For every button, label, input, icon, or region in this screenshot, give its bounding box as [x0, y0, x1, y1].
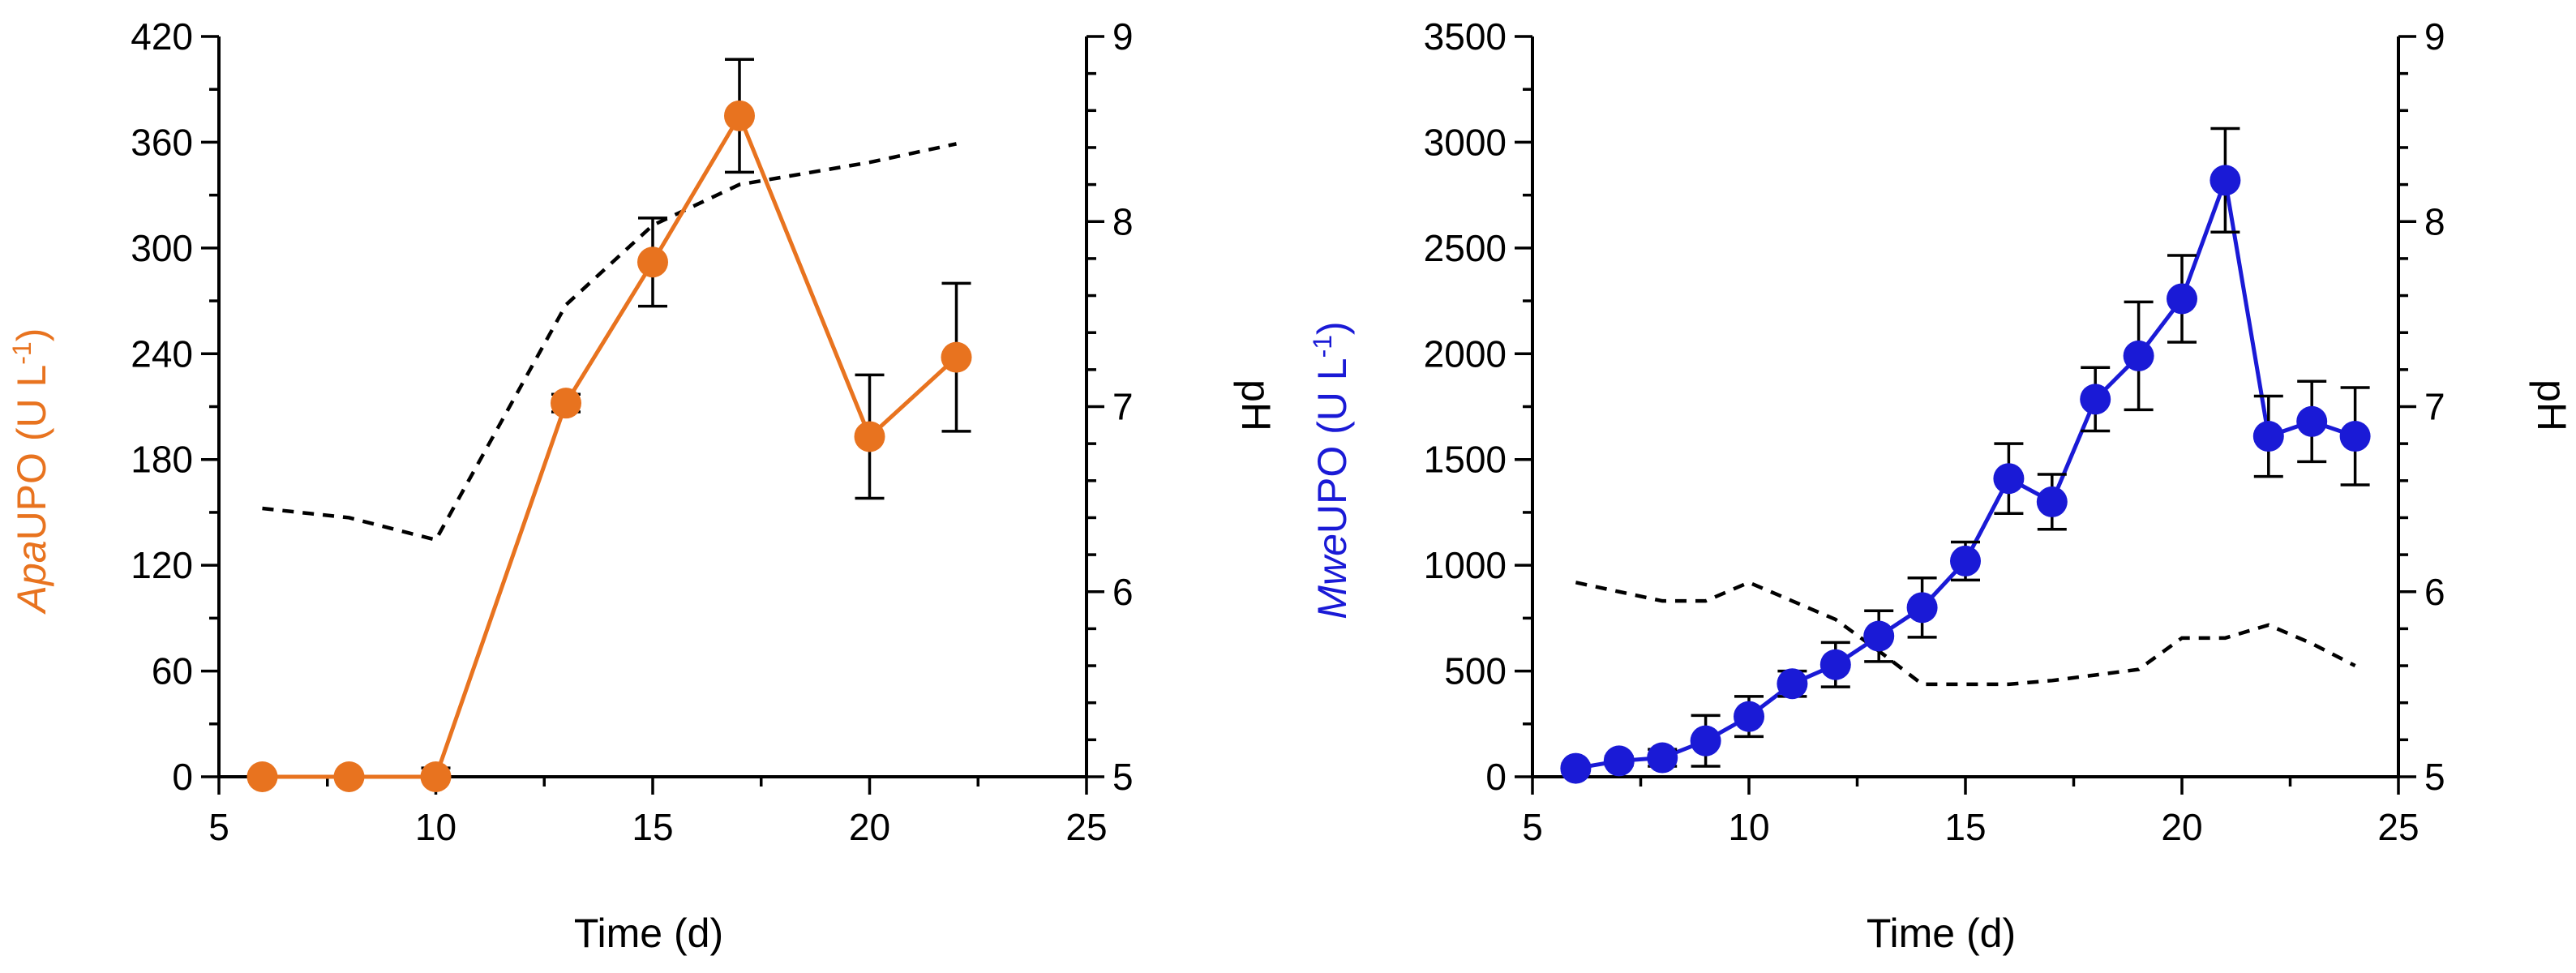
- apa-data-point: [420, 761, 452, 792]
- apa-y-tick-label: 240: [131, 332, 193, 375]
- mwe-y-tick-label: 1000: [1424, 544, 1507, 586]
- mwe-data-point: [1993, 463, 2025, 495]
- apa-ph-line: [262, 142, 957, 542]
- apa-axes: 5 10 15 20 25 0 60 120 180 240 300 360 420 5 6 7 8 9: [131, 15, 1133, 848]
- chart-apa-upo: 5 10 15 20 25 0 60 120 180 240 300 360 420 5 6 7 8 9 Time…: [7, 15, 1279, 956]
- mwe-y-title-main: UPO (U L: [1309, 358, 1355, 534]
- apa-y-tick-label: 300: [131, 227, 193, 269]
- mwe-y-tick-label: 2500: [1424, 227, 1507, 269]
- apa-y2-tick-label: 6: [1112, 571, 1134, 613]
- mwe-y-tick-label: 2000: [1424, 332, 1507, 375]
- apa-y-axis-title: ApaUPO (U L-1): [7, 328, 54, 615]
- apa-y-tick-label: 60: [152, 650, 193, 692]
- mwe-data-point: [2252, 421, 2284, 452]
- chart-mwe-upo: 5 10 15 20 25 0 500 1000 1500 2000 2500 3000 3500 5 6 7…: [1308, 15, 2574, 956]
- apa-y2-tick-label: 9: [1112, 15, 1134, 58]
- mwe-data-point: [1647, 742, 1678, 774]
- mwe-data-point: [2339, 421, 2371, 452]
- mwe-data-point: [1690, 725, 1721, 757]
- mwe-data-point: [1777, 668, 1808, 700]
- mwe-y2-axis-title: pH: [2529, 379, 2574, 431]
- mwe-y-title-close: ): [1309, 321, 1355, 335]
- apa-x-tick-label: 5: [208, 806, 229, 848]
- mwe-y-title-sup: -1: [1308, 335, 1337, 358]
- mwe-data-point: [1863, 620, 1895, 652]
- apa-data-point: [637, 246, 668, 278]
- mwe-data-point: [2036, 486, 2068, 517]
- mwe-data-point: [1819, 649, 1851, 680]
- apa-data-point: [551, 388, 581, 419]
- apa-y2-tick-label: 5: [1112, 756, 1134, 798]
- apa-data-point: [246, 761, 278, 792]
- mwe-x-axis-title: Time (d): [1867, 911, 2016, 956]
- mwe-y-tick-label: 3000: [1424, 121, 1507, 163]
- mwe-y-axis-title: MweUPO (U L-1): [1308, 321, 1355, 619]
- mwe-data-point: [1734, 701, 1764, 732]
- mwe-y2-tick-label: 6: [2424, 571, 2445, 613]
- mwe-data-point: [1560, 752, 1592, 784]
- mwe-x-tick-label: 15: [1944, 806, 1986, 848]
- apa-y2-axis-title: pH: [1233, 379, 1279, 431]
- apa-y-tick-label: 120: [131, 544, 193, 586]
- apa-data-point: [854, 421, 885, 452]
- mwe-y-tick-label: 1500: [1424, 439, 1507, 481]
- apa-y-tick-label: 0: [172, 756, 193, 798]
- mwe-y2-tick-label: 9: [2424, 15, 2445, 58]
- mwe-x-tick-label: 25: [2377, 806, 2419, 848]
- mwe-y2-tick-label: 7: [2424, 386, 2445, 428]
- mwe-y-tick-label: 500: [1444, 650, 1507, 692]
- mwe-data-point: [1906, 592, 1938, 624]
- apa-data-point: [333, 761, 365, 792]
- mwe-y2-tick-label: 8: [2424, 200, 2445, 242]
- mwe-data-point: [1950, 545, 1981, 577]
- mwe-axes: 5 10 15 20 25 0 500 1000 1500 2000 2500 3000 3500 5 6 7…: [1424, 15, 2445, 848]
- apa-x-tick-label: 20: [849, 806, 890, 848]
- apa-y-title-main: UPO (U L: [9, 365, 54, 541]
- mwe-x-tick-label: 5: [1522, 806, 1543, 848]
- mwe-data-point: [2210, 165, 2241, 196]
- apa-x-tick-label: 25: [1065, 806, 1107, 848]
- apa-y-title-sup: -1: [7, 341, 36, 364]
- mwe-data-point: [2080, 384, 2111, 415]
- apa-y-title-close: ): [9, 328, 54, 342]
- mwe-y-tick-label: 0: [1485, 756, 1507, 798]
- apa-x-axis-title: Time (d): [574, 911, 723, 956]
- apa-data-point: [941, 341, 972, 373]
- mwe-activity-line: [1575, 172, 2356, 771]
- mwe-x-tick-label: 20: [2161, 806, 2202, 848]
- apa-y-tick-label: 420: [131, 15, 193, 58]
- mwe-y-title-italic: Mwe: [1309, 534, 1355, 619]
- mwe-y2-tick-label: 5: [2424, 756, 2445, 798]
- apa-x-tick-label: 10: [415, 806, 456, 848]
- apa-x-tick-label: 15: [632, 806, 673, 848]
- apa-y-title-italic: Apa: [9, 540, 54, 615]
- mwe-data-point: [2123, 340, 2154, 371]
- mwe-x-tick-label: 10: [1728, 806, 1769, 848]
- mwe-data-point: [2296, 405, 2328, 437]
- apa-y2-tick-label: 8: [1112, 200, 1134, 242]
- mwe-data-point: [1603, 745, 1635, 777]
- apa-y-tick-label: 360: [131, 121, 193, 163]
- mwe-data-point: [2167, 283, 2197, 315]
- mwe-y-tick-label: 3500: [1424, 15, 1507, 58]
- apa-activity-line: [262, 111, 958, 779]
- apa-y2-tick-label: 7: [1112, 386, 1134, 428]
- apa-y-tick-label: 180: [131, 439, 193, 481]
- apa-data-point: [724, 100, 755, 131]
- mwe-ph-line: [1575, 580, 2356, 687]
